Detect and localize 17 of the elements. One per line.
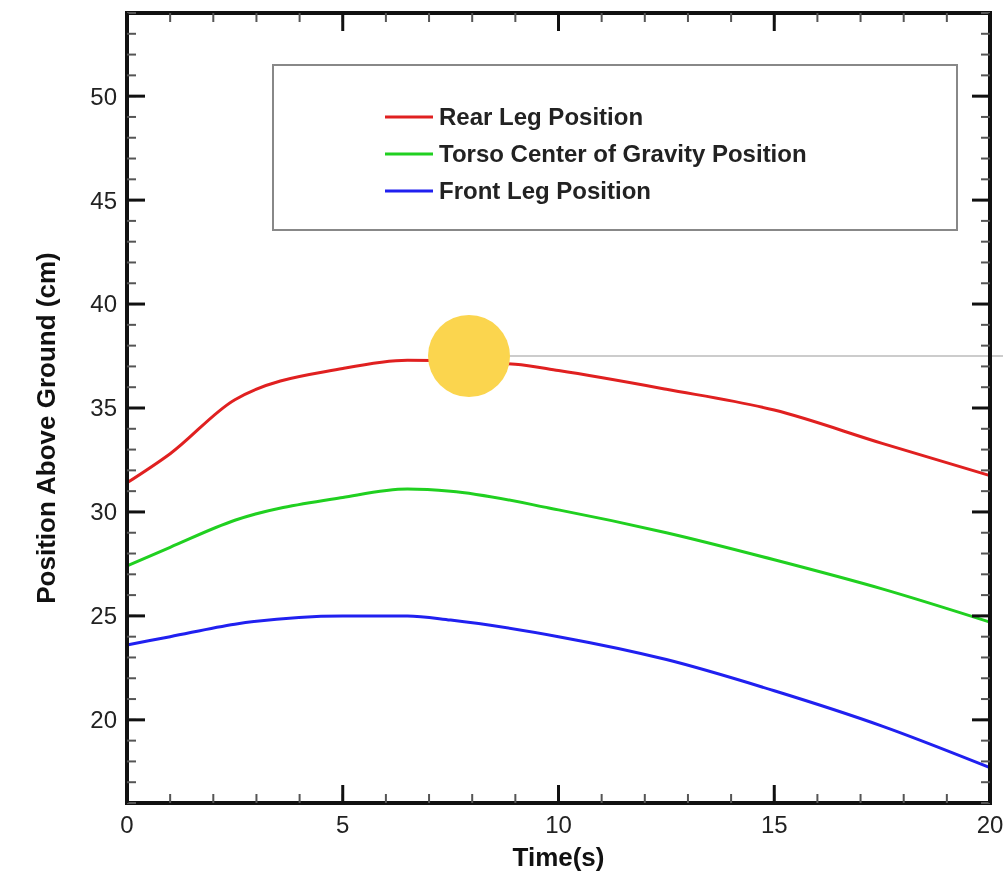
x-axis-title: Time(s) (512, 842, 605, 872)
y-axis-title: Position Above Ground (cm) (31, 252, 61, 604)
legend-label: Front Leg Position (439, 177, 651, 205)
legend-label: Torso Center of Gravity Position (439, 140, 807, 168)
y-tick-label: 35 (90, 394, 117, 422)
y-tick-label: 30 (90, 498, 117, 526)
x-tick-label: 10 (545, 811, 572, 838)
y-tick-label: 45 (90, 186, 117, 214)
legend-label: Rear Leg Position (439, 103, 644, 131)
y-tick-label: 25 (90, 602, 117, 630)
x-tick-label: 20 (976, 811, 1003, 838)
x-tick-label: 0 (120, 811, 134, 838)
y-tick-label: 40 (90, 290, 117, 318)
y-tick-label: 20 (90, 706, 117, 734)
y-tick-label: 50 (90, 82, 117, 110)
x-tick-label: 15 (760, 811, 788, 838)
x-tick-label: 5 (336, 811, 350, 838)
